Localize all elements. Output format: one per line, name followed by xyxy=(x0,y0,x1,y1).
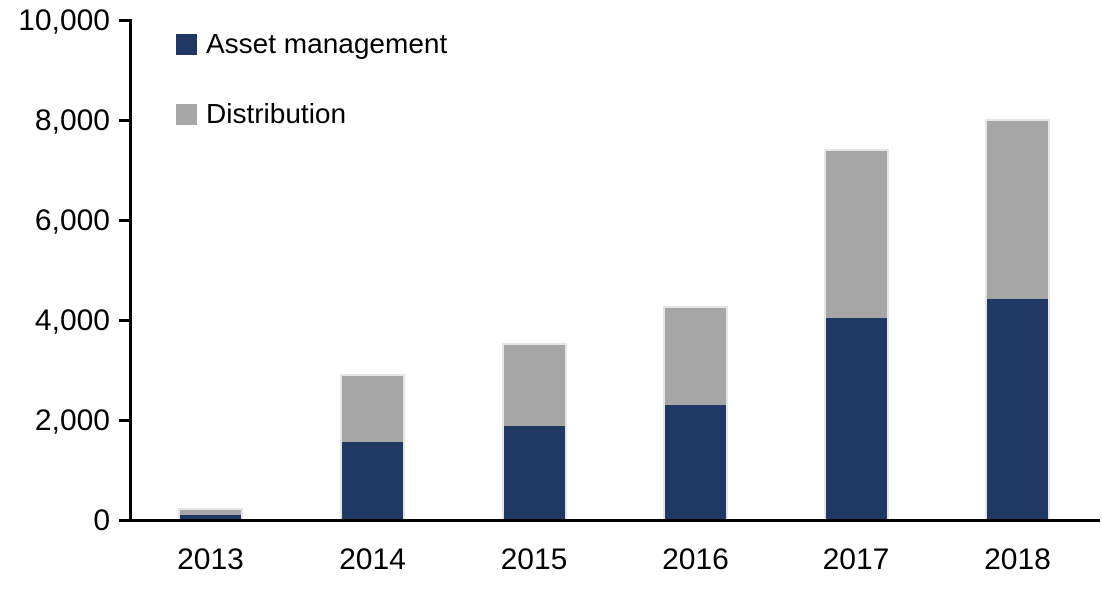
x-axis-label-2018: 2018 xyxy=(984,543,1051,576)
x-axis-label-2015: 2015 xyxy=(500,543,568,576)
bar-segment-2016-asset-management xyxy=(663,404,728,521)
bar-segment-2015-asset-management xyxy=(501,425,567,521)
legend-label-asset-management: Asset management xyxy=(206,28,448,59)
y-axis-label-8000: 8,000 xyxy=(34,103,110,137)
x-axis-line xyxy=(119,519,1100,522)
bar-segment-2018-asset-management xyxy=(985,299,1050,521)
y-tick-6000 xyxy=(119,219,132,222)
bar-segment-2015-distribution xyxy=(501,343,567,426)
x-axis-label-2017: 2017 xyxy=(822,543,890,576)
y-axis-label-6000: 6,000 xyxy=(34,203,110,237)
y-tick-10000 xyxy=(119,19,132,22)
y-axis-label-10000: 10,000 xyxy=(18,3,110,37)
legend-label-distribution: Distribution xyxy=(206,98,347,129)
x-axis-label-2016: 2016 xyxy=(662,543,729,576)
bar-segment-2013-distribution xyxy=(178,508,243,515)
y-tick-2000 xyxy=(119,419,132,422)
y-axis-label-0: 0 xyxy=(93,503,110,537)
x-axis-label-2014: 2014 xyxy=(339,543,406,576)
bar-segment-2018-distribution xyxy=(985,118,1050,299)
y-tick-4000 xyxy=(119,319,132,322)
bar-segment-2013-asset-management xyxy=(178,515,243,521)
y-tick-8000 xyxy=(119,119,132,122)
bar-segment-2014-distribution xyxy=(340,374,405,442)
bar-segment-2017-distribution xyxy=(823,149,889,318)
legend-item-asset-management: Asset management xyxy=(176,29,447,59)
y-axis-label-4000: 4,000 xyxy=(34,303,110,337)
y-axis-label-2000: 2,000 xyxy=(34,403,110,437)
legend-item-distribution: Distribution xyxy=(176,99,346,129)
x-axis-label-2013: 2013 xyxy=(177,543,244,576)
bar-segment-2014-asset-management xyxy=(340,441,405,521)
bar-segment-2017-asset-management xyxy=(823,318,889,521)
y-axis-line xyxy=(129,19,132,522)
legend-swatch-asset-management-icon xyxy=(176,33,197,55)
bar-segment-2016-distribution xyxy=(663,306,728,405)
legend-swatch-distribution-icon xyxy=(176,103,197,125)
